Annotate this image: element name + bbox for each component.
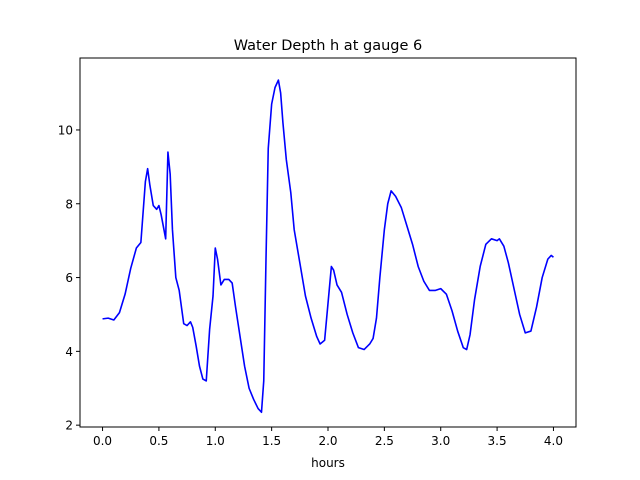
x-tick-label: 1.0 (206, 434, 225, 448)
y-axis: 2 4 6 8 10 (58, 123, 80, 433)
x-axis: 0.0 0.5 1.0 1.5 2.0 2.5 3.0 3.5 4.0 (93, 427, 563, 448)
y-tick-label: 10 (58, 123, 73, 137)
x-tick-label: 2.0 (318, 434, 337, 448)
x-tick-label: 0.0 (93, 434, 112, 448)
x-tick-label: 3.5 (488, 434, 507, 448)
chart-title: Water Depth h at gauge 6 (234, 38, 422, 54)
y-tick-label: 6 (65, 271, 73, 285)
x-axis-label: hours (311, 456, 345, 470)
x-tick-label: 0.5 (149, 434, 168, 448)
x-tick-label: 1.5 (262, 434, 281, 448)
series-line (102, 79, 554, 414)
x-tick-label: 4.0 (544, 434, 563, 448)
y-tick-label: 2 (65, 419, 73, 433)
y-tick-label: 4 (65, 345, 73, 359)
x-tick-label: 3.0 (431, 434, 450, 448)
y-tick-label: 8 (65, 197, 73, 211)
x-tick-label: 2.5 (375, 434, 394, 448)
plot-area (102, 79, 554, 414)
